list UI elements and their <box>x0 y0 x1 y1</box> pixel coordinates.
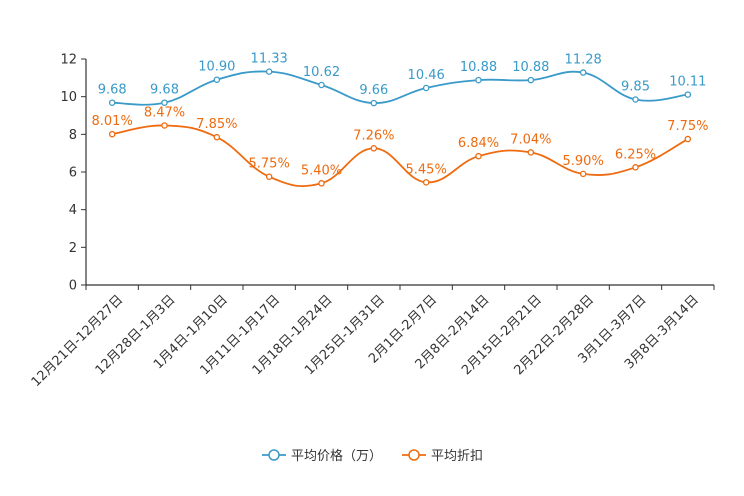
series-2: 8.01% 8.47% 7.85% 5.75% 5.40% 7.26% 5.45% 6.84%… <box>92 105 708 188</box>
data-label: 9.68 <box>150 83 179 98</box>
data-point <box>318 81 325 89</box>
data-point <box>161 122 168 129</box>
data-label: 5.75% <box>249 157 290 172</box>
y-tick-label: 6 <box>69 166 77 181</box>
data-label: 11.28 <box>565 53 602 68</box>
legend-label: 平均折扣 <box>431 449 483 464</box>
legend-swatch-marker <box>268 449 280 461</box>
data-point <box>632 96 639 103</box>
data-label: 7.85% <box>196 117 237 132</box>
data-point <box>108 130 116 138</box>
series-1: 9.68 9.68 10.90 11.33 10.62 9.66 10.46 10.88 10.… <box>98 52 706 107</box>
data-point <box>265 173 273 180</box>
data-point <box>161 99 168 106</box>
legend-swatch-marker <box>408 449 420 461</box>
data-point <box>370 145 378 152</box>
data-point <box>579 69 587 76</box>
data-label: 8.01% <box>92 114 133 129</box>
data-label: 10.11 <box>669 75 706 90</box>
data-point <box>422 84 430 92</box>
legend-item-1[interactable]: 平均价格（万） <box>262 448 382 464</box>
data-label: 6.84% <box>458 136 499 151</box>
data-label: 10.90 <box>198 60 235 75</box>
data-label: 11.33 <box>251 52 288 67</box>
data-label: 10.88 <box>512 60 549 75</box>
y-tick-label: 2 <box>69 241 77 256</box>
data-label: 9.68 <box>98 83 127 98</box>
chart-series: 9.68 9.68 10.90 11.33 10.62 9.66 10.46 10.88 10.… <box>92 52 708 188</box>
data-label: 6.25% <box>615 147 656 162</box>
data-point <box>527 76 535 84</box>
legend-label: 平均价格（万） <box>291 448 382 464</box>
data-label: 10.88 <box>460 60 497 75</box>
data-label: 9.85 <box>621 79 650 94</box>
data-point <box>475 152 482 160</box>
y-tick-label: 8 <box>69 128 77 143</box>
data-label: 10.46 <box>408 68 445 83</box>
data-point <box>422 179 430 186</box>
data-point <box>684 91 692 98</box>
data-label: 5.40% <box>301 163 342 178</box>
data-point <box>318 180 325 187</box>
data-point <box>684 135 692 143</box>
chart-legend[interactable]: 平均价格（万） 平均折扣 <box>262 448 483 464</box>
data-label: 7.75% <box>667 119 708 134</box>
data-point <box>579 170 587 178</box>
y-tick-label: 12 <box>60 53 77 68</box>
data-label: 7.26% <box>353 128 394 143</box>
data-point <box>632 164 639 171</box>
legend-item-2[interactable]: 平均折扣 <box>402 449 483 464</box>
data-point <box>213 133 221 141</box>
data-label: 10.62 <box>303 65 340 80</box>
data-point <box>265 68 273 75</box>
data-label: 7.04% <box>510 132 551 147</box>
series-line <box>112 70 688 106</box>
data-label: 9.66 <box>359 83 388 98</box>
data-point <box>475 76 482 84</box>
data-label: 5.90% <box>563 154 604 169</box>
y-tick-label: 4 <box>69 203 77 218</box>
data-label: 5.45% <box>406 162 447 177</box>
data-point <box>527 149 535 156</box>
data-label: 8.47% <box>144 105 185 120</box>
data-point <box>108 99 116 106</box>
y-tick-label: 0 <box>69 279 77 294</box>
data-point <box>213 76 221 83</box>
data-point <box>370 99 378 107</box>
x-tick-label: 12月21日-12月27日 <box>29 292 126 389</box>
y-tick-label: 10 <box>60 90 77 105</box>
